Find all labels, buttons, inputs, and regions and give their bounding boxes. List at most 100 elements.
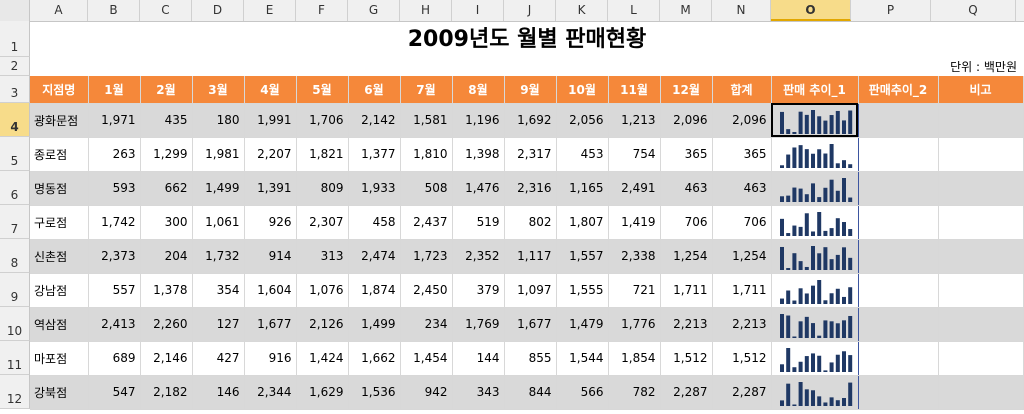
month-value-cell[interactable]: 1,692 (504, 103, 557, 138)
month-value-cell[interactable]: 1,378 (140, 273, 193, 308)
total-cell[interactable]: 463 (712, 171, 772, 206)
month-value-cell[interactable]: 1,933 (348, 171, 401, 206)
month-value-cell[interactable]: 1,604 (244, 273, 297, 308)
remark-cell[interactable] (938, 239, 1024, 274)
month-value-cell[interactable]: 662 (140, 171, 193, 206)
month-value-cell[interactable]: 1,742 (88, 205, 141, 240)
month-value-cell[interactable]: 354 (192, 273, 245, 308)
remark-cell[interactable] (938, 375, 1024, 410)
month-value-cell[interactable]: 463 (660, 171, 713, 206)
row-header-8[interactable]: 8 (0, 239, 30, 273)
month-value-cell[interactable]: 1,581 (400, 103, 453, 138)
month-value-cell[interactable]: 1,061 (192, 205, 245, 240)
header-cell[interactable]: 9월 (504, 76, 557, 104)
month-value-cell[interactable]: 721 (608, 273, 661, 308)
month-value-cell[interactable]: 1,424 (296, 341, 349, 376)
sparkline-cell[interactable] (770, 205, 859, 240)
sparkline-cell[interactable] (770, 341, 859, 376)
month-value-cell[interactable]: 1,512 (660, 341, 713, 376)
month-value-cell[interactable]: 1,391 (244, 171, 297, 206)
month-value-cell[interactable]: 547 (88, 375, 141, 410)
header-cell[interactable]: 1월 (88, 76, 141, 104)
month-value-cell[interactable]: 1,971 (88, 103, 141, 138)
month-value-cell[interactable]: 300 (140, 205, 193, 240)
month-value-cell[interactable]: 1,555 (556, 273, 609, 308)
month-value-cell[interactable]: 427 (192, 341, 245, 376)
month-value-cell[interactable]: 1,097 (504, 273, 557, 308)
sparkline2-cell[interactable] (858, 341, 939, 376)
month-value-cell[interactable]: 1,165 (556, 171, 609, 206)
sparkline2-cell[interactable] (858, 103, 939, 138)
sparkline2-cell[interactable] (858, 273, 939, 308)
row-header-12[interactable]: 12 (0, 375, 30, 409)
month-value-cell[interactable]: 343 (452, 375, 505, 410)
month-value-cell[interactable]: 1,677 (244, 307, 297, 342)
row-header-11[interactable]: 11 (0, 341, 30, 375)
sparkline-cell[interactable] (770, 375, 859, 410)
month-value-cell[interactable]: 2,307 (296, 205, 349, 240)
month-value-cell[interactable]: 2,142 (348, 103, 401, 138)
month-value-cell[interactable]: 1,706 (296, 103, 349, 138)
row-header-4[interactable]: 4 (0, 103, 30, 137)
month-value-cell[interactable]: 706 (660, 205, 713, 240)
branch-name-cell[interactable]: 광화문점 (30, 103, 89, 138)
month-value-cell[interactable]: 1,776 (608, 307, 661, 342)
month-value-cell[interactable]: 1,677 (504, 307, 557, 342)
sparkline-cell[interactable] (770, 137, 859, 172)
month-value-cell[interactable]: 1,874 (348, 273, 401, 308)
month-value-cell[interactable]: 2,373 (88, 239, 141, 274)
month-value-cell[interactable]: 519 (452, 205, 505, 240)
month-value-cell[interactable]: 508 (400, 171, 453, 206)
month-value-cell[interactable]: 2,287 (660, 375, 713, 410)
header-cell[interactable]: 8월 (452, 76, 505, 104)
month-value-cell[interactable]: 754 (608, 137, 661, 172)
branch-name-cell[interactable]: 강북점 (30, 375, 89, 410)
month-value-cell[interactable]: 365 (660, 137, 713, 172)
month-value-cell[interactable]: 2,491 (608, 171, 661, 206)
month-value-cell[interactable]: 263 (88, 137, 141, 172)
month-value-cell[interactable]: 2,207 (244, 137, 297, 172)
month-value-cell[interactable]: 1,854 (608, 341, 661, 376)
month-value-cell[interactable]: 2,213 (660, 307, 713, 342)
month-value-cell[interactable]: 204 (140, 239, 193, 274)
month-value-cell[interactable]: 782 (608, 375, 661, 410)
header-cell[interactable]: 7월 (400, 76, 453, 104)
branch-name-cell[interactable]: 강남점 (30, 273, 89, 308)
month-value-cell[interactable]: 2,146 (140, 341, 193, 376)
unit-label[interactable]: 단위 : 백만원 (950, 60, 1017, 74)
month-value-cell[interactable]: 1,419 (608, 205, 661, 240)
header-cell[interactable]: 합계 (712, 76, 772, 104)
month-value-cell[interactable]: 566 (556, 375, 609, 410)
sparkline-cell[interactable] (770, 103, 859, 138)
row-header-1[interactable]: 1 (0, 21, 30, 57)
month-value-cell[interactable]: 2,450 (400, 273, 453, 308)
month-value-cell[interactable]: 1,557 (556, 239, 609, 274)
month-value-cell[interactable]: 1,299 (140, 137, 193, 172)
month-value-cell[interactable]: 2,316 (504, 171, 557, 206)
header-cell[interactable]: 11월 (608, 76, 661, 104)
header-cell[interactable]: 5월 (296, 76, 349, 104)
sparkline-cell[interactable] (770, 239, 859, 274)
month-value-cell[interactable]: 1,076 (296, 273, 349, 308)
column-header-e[interactable]: E (244, 0, 296, 21)
month-value-cell[interactable]: 379 (452, 273, 505, 308)
column-header-p[interactable]: P (851, 0, 931, 21)
row-header-5[interactable]: 5 (0, 137, 30, 171)
month-value-cell[interactable]: 1,810 (400, 137, 453, 172)
month-value-cell[interactable]: 1,536 (348, 375, 401, 410)
column-header-i[interactable]: I (452, 0, 504, 21)
month-value-cell[interactable]: 1,476 (452, 171, 505, 206)
total-cell[interactable]: 2,096 (712, 103, 772, 138)
header-cell[interactable]: 2월 (140, 76, 193, 104)
sparkline-cell[interactable] (770, 273, 859, 308)
month-value-cell[interactable]: 1,398 (452, 137, 505, 172)
month-value-cell[interactable]: 146 (192, 375, 245, 410)
remark-cell[interactable] (938, 171, 1024, 206)
month-value-cell[interactable]: 1,991 (244, 103, 297, 138)
month-value-cell[interactable]: 1,981 (192, 137, 245, 172)
month-value-cell[interactable]: 2,413 (88, 307, 141, 342)
header-cell[interactable]: 3월 (192, 76, 245, 104)
branch-name-cell[interactable]: 종로점 (30, 137, 89, 172)
sparkline2-cell[interactable] (858, 307, 939, 342)
month-value-cell[interactable]: 1,254 (660, 239, 713, 274)
